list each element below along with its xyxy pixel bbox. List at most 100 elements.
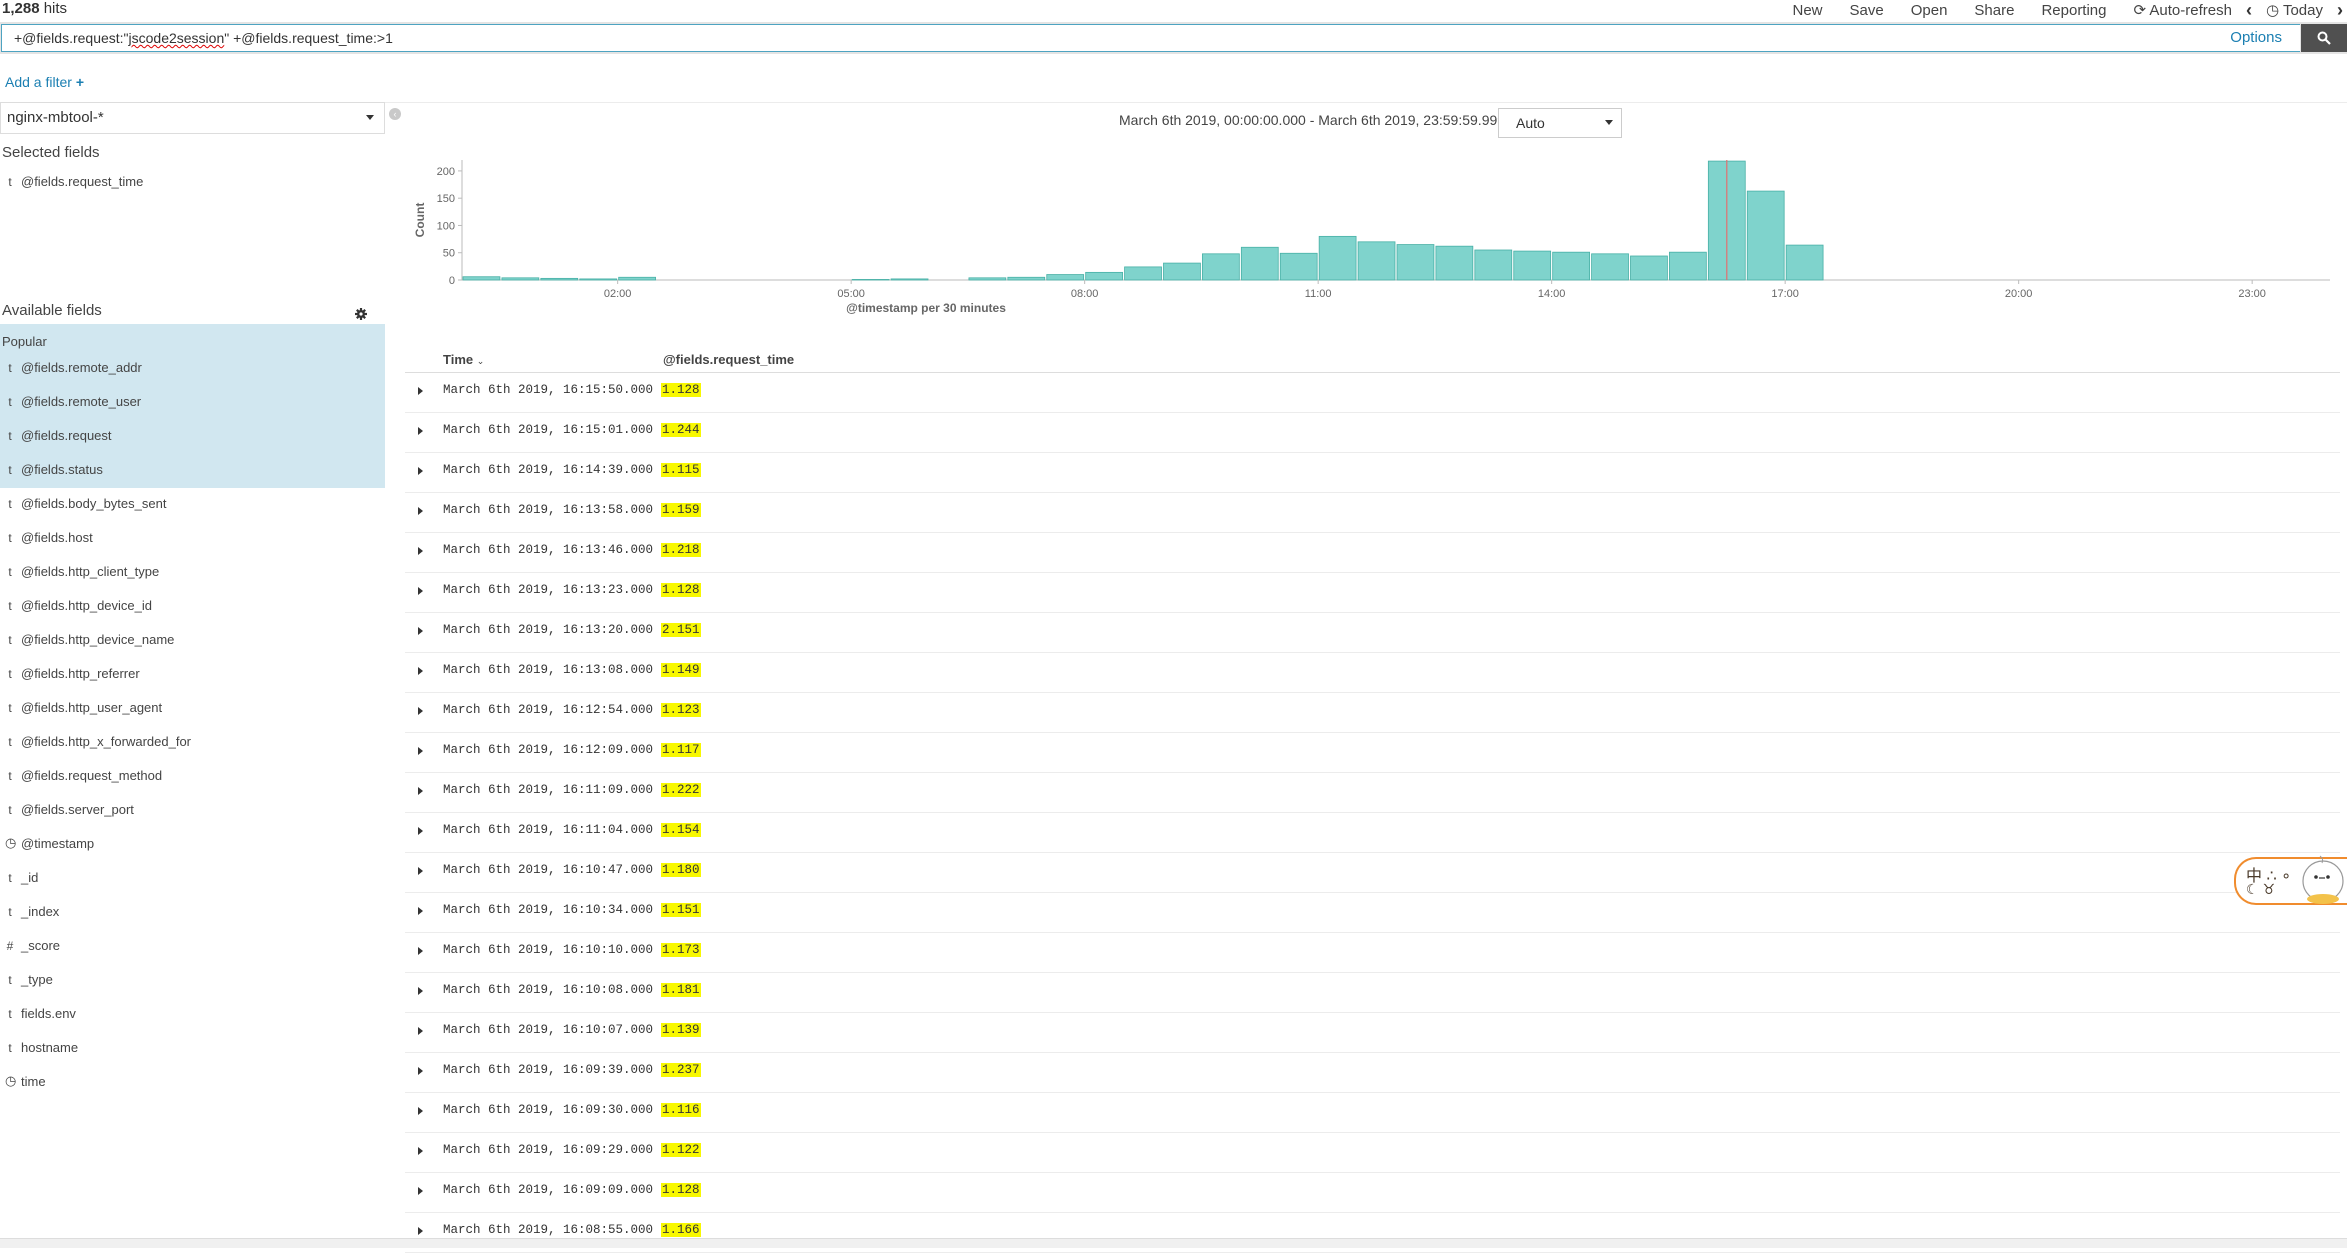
reporting-button[interactable]: Reporting — [2041, 2, 2106, 19]
field-item[interactable]: t@fields.host — [0, 522, 385, 556]
expand-row-icon[interactable] — [418, 587, 423, 595]
field-item[interactable]: t@fields.http_user_agent — [0, 692, 385, 726]
expand-row-icon[interactable] — [418, 747, 423, 755]
field-item[interactable]: t@fields.request — [0, 420, 385, 454]
field-item[interactable]: t@fields.status — [0, 454, 385, 488]
expand-row-icon[interactable] — [418, 387, 423, 395]
string-type-icon: t — [5, 565, 15, 579]
histogram-bar — [541, 278, 578, 280]
expand-row-icon[interactable] — [418, 467, 423, 475]
field-name: @fields.http_x_forwarded_for — [21, 734, 191, 749]
field-item[interactable]: t@fields.http_device_id — [0, 590, 385, 624]
expand-row-icon[interactable] — [418, 627, 423, 635]
expand-row-icon[interactable] — [418, 947, 423, 955]
expand-row-icon[interactable] — [418, 1107, 423, 1115]
histogram-bar — [1241, 247, 1278, 280]
y-tick-label: 200 — [437, 166, 455, 178]
field-item[interactable]: t@fields.server_port — [0, 794, 385, 828]
field-item[interactable]: t@fields.remote_user — [0, 386, 385, 420]
row-request-time: 1.166 — [661, 1223, 701, 1237]
row-request-time: 1.149 — [661, 663, 701, 677]
expand-row-icon[interactable] — [418, 987, 423, 995]
histogram-bar — [852, 279, 889, 280]
expand-row-icon[interactable] — [418, 1147, 423, 1155]
share-button[interactable]: Share — [1974, 2, 2014, 19]
histogram-bar — [1592, 254, 1629, 280]
options-link[interactable]: Options — [2230, 29, 2282, 46]
date-type-icon: ◷ — [5, 1073, 15, 1089]
field-name: @fields.request_time — [21, 174, 143, 189]
query-input[interactable]: +@fields.request:"jscode2session" +@fiel… — [1, 24, 2300, 52]
number-type-icon: # — [5, 939, 15, 953]
field-item[interactable]: t@fields.http_client_type — [0, 556, 385, 590]
field-item[interactable]: t@fields.http_x_forwarded_for — [0, 726, 385, 760]
query-text: +@fields.request:"jscode2session" +@fiel… — [14, 30, 393, 46]
time-column-header[interactable]: Time ⌄ — [443, 352, 484, 367]
new-button[interactable]: New — [1793, 2, 1823, 19]
auto-refresh-button[interactable]: ⟳ Auto-refresh — [2134, 1, 2232, 19]
field-name: _type — [21, 972, 53, 987]
row-request-time: 1.115 — [661, 463, 701, 477]
row-time: March 6th 2019, 16:09:09.000 — [443, 1183, 653, 1197]
index-pattern-select[interactable]: nginx-mbtool-* — [0, 102, 385, 134]
gear-icon[interactable] — [354, 307, 368, 321]
expand-row-icon[interactable] — [418, 667, 423, 675]
collapse-sidebar-icon[interactable]: ‹ — [389, 108, 401, 120]
field-item[interactable]: t_id — [0, 862, 385, 896]
field-item[interactable]: #_score — [0, 930, 385, 964]
expand-row-icon[interactable] — [418, 1187, 423, 1195]
x-tick-label: 05:00 — [837, 288, 865, 300]
row-request-time: 1.154 — [661, 823, 701, 837]
field-item[interactable]: t@fields.http_referrer — [0, 658, 385, 692]
row-time: March 6th 2019, 16:11:04.000 — [443, 823, 653, 837]
field-item[interactable]: t_index — [0, 896, 385, 930]
open-button[interactable]: Open — [1911, 2, 1948, 19]
field-item[interactable]: t@fields.request_method — [0, 760, 385, 794]
expand-row-icon[interactable] — [418, 787, 423, 795]
row-request-time: 1.128 — [661, 383, 701, 397]
floating-widget[interactable]: 中 ∴ ∘ ☾ ♉ — [2234, 857, 2347, 905]
field-item[interactable]: t@fields.body_bytes_sent — [0, 488, 385, 522]
field-name: @fields.request — [21, 428, 112, 443]
request-time-column-header[interactable]: @fields.request_time — [663, 352, 794, 367]
row-request-time: 1.117 — [661, 743, 701, 757]
string-type-icon: t — [5, 497, 15, 511]
expand-row-icon[interactable] — [418, 867, 423, 875]
add-filter-button[interactable]: Add a filter + — [5, 74, 84, 90]
chevron-right-icon[interactable]: › — [2337, 0, 2343, 21]
time-picker-button[interactable]: ◷ Today — [2266, 1, 2323, 19]
chevron-left-icon[interactable]: ‹ — [2246, 0, 2252, 21]
expand-row-icon[interactable] — [418, 427, 423, 435]
interval-select[interactable]: Auto — [1498, 108, 1622, 138]
field-item[interactable]: t_type — [0, 964, 385, 998]
expand-row-icon[interactable] — [418, 547, 423, 555]
field-name: @fields.status — [21, 462, 103, 477]
field-item[interactable]: ◷@timestamp — [0, 828, 385, 862]
field-item[interactable]: t@fields.remote_addr — [0, 352, 385, 386]
row-time: March 6th 2019, 16:11:09.000 — [443, 783, 653, 797]
field-item[interactable]: t@fields.http_device_name — [0, 624, 385, 658]
save-button[interactable]: Save — [1850, 2, 1884, 19]
field-item[interactable]: ◷time — [0, 1066, 385, 1100]
expand-row-icon[interactable] — [418, 1067, 423, 1075]
expand-row-icon[interactable] — [418, 507, 423, 515]
expand-row-icon[interactable] — [418, 907, 423, 915]
x-tick-label: 02:00 — [604, 288, 632, 300]
expand-row-icon[interactable] — [418, 1227, 423, 1235]
search-button[interactable] — [2301, 24, 2347, 52]
expand-row-icon[interactable] — [418, 707, 423, 715]
field-item[interactable]: t@fields.request_time — [0, 166, 385, 200]
field-name: @fields.http_user_agent — [21, 700, 162, 715]
expand-row-icon[interactable] — [418, 1027, 423, 1035]
row-time: March 6th 2019, 16:13:46.000 — [443, 543, 653, 557]
histogram-bar — [463, 277, 500, 280]
selected-fields-title: Selected fields — [2, 144, 100, 161]
expand-row-icon[interactable] — [418, 827, 423, 835]
row-time: March 6th 2019, 16:15:01.000 — [443, 423, 653, 437]
